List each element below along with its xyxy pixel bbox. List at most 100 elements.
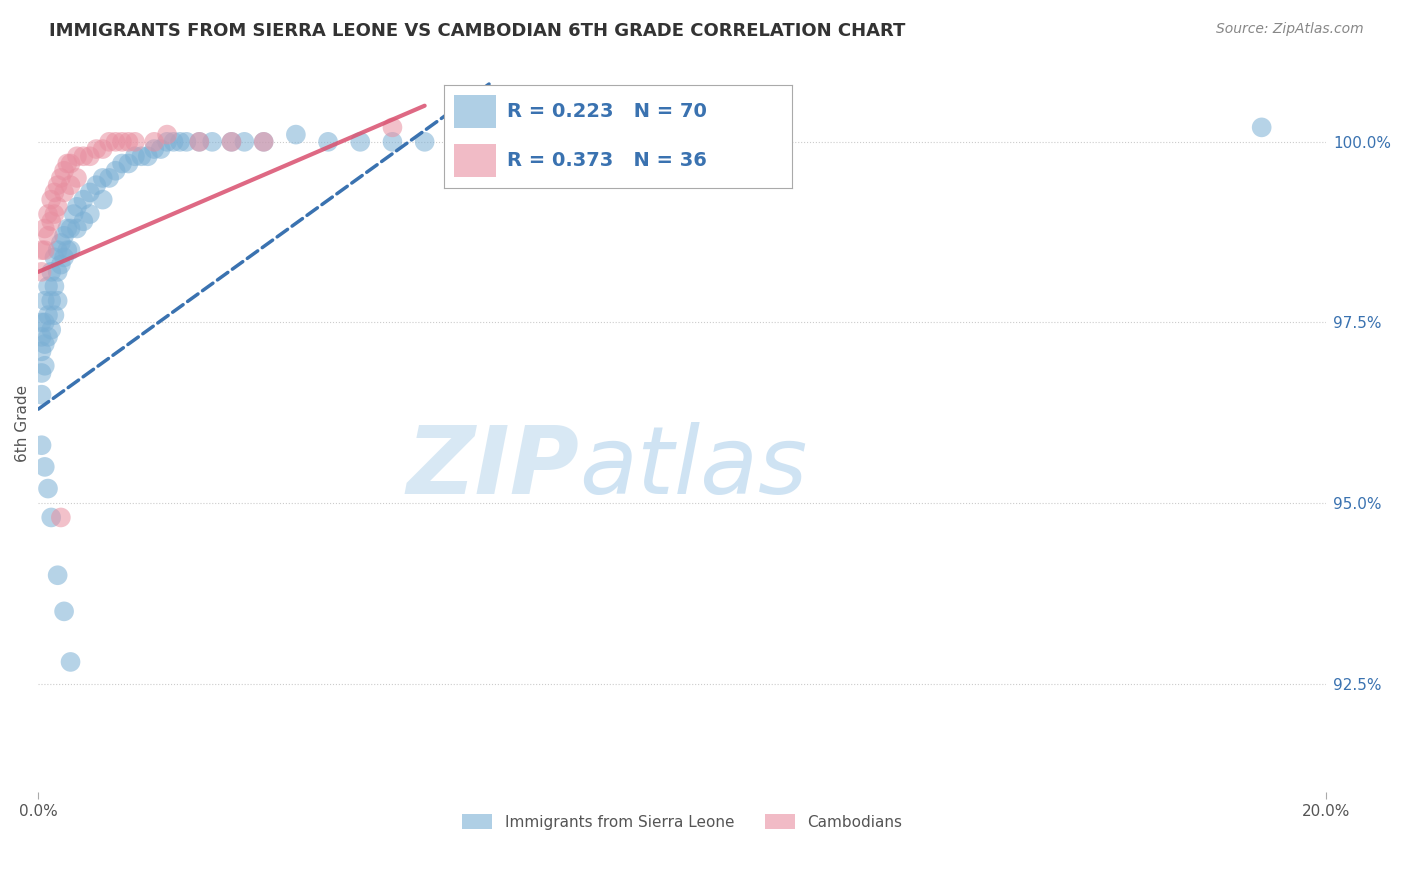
Point (156, 128, 179, 142)
Point (44, 251, 66, 265)
Point (381, 120, 404, 135)
Point (111, 135, 134, 149)
Point (46, 200, 69, 214)
Point (156, 135, 179, 149)
Point (169, 135, 191, 149)
Point (104, 163, 127, 178)
Point (31, 438, 53, 452)
Point (59, 156, 82, 170)
Point (44, 186, 66, 200)
Text: IMMIGRANTS FROM SIERRA LEONE VS CAMBODIAN 6TH GRADE CORRELATION CHART: IMMIGRANTS FROM SIERRA LEONE VS CAMBODIA… (49, 22, 905, 40)
Point (349, 135, 371, 149)
Point (124, 135, 146, 149)
Point (72, 214, 94, 228)
Point (59, 655, 82, 669)
Point (221, 135, 243, 149)
Point (31, 344, 53, 359)
Point (31, 315, 53, 329)
Point (31, 366, 53, 380)
Point (91, 170, 114, 185)
Point (31, 330, 53, 344)
Point (49, 235, 72, 250)
Point (221, 135, 243, 149)
Point (37, 279, 59, 293)
Point (56, 243, 79, 257)
Point (53, 604, 76, 618)
Point (49, 510, 72, 524)
Point (39, 293, 62, 308)
Point (72, 193, 94, 207)
Point (46, 243, 69, 257)
Point (253, 135, 276, 149)
Point (72, 149, 94, 163)
Legend: Immigrants from Sierra Leone, Cambodians: Immigrants from Sierra Leone, Cambodians (456, 807, 908, 836)
Point (37, 482, 59, 496)
Point (124, 149, 146, 163)
Point (34, 337, 56, 351)
Point (316, 135, 339, 149)
Point (253, 135, 276, 149)
Point (39, 510, 62, 524)
Point (201, 135, 224, 149)
Point (79, 186, 101, 200)
Point (1250, 120, 1272, 135)
Point (34, 243, 56, 257)
Point (46, 265, 69, 279)
Point (37, 308, 59, 322)
Point (39, 193, 62, 207)
Y-axis label: 6th Grade: 6th Grade (15, 385, 30, 462)
Point (39, 323, 62, 337)
Point (34, 359, 56, 373)
Point (34, 459, 56, 474)
Point (84, 142, 107, 156)
Point (31, 243, 53, 257)
Point (49, 258, 72, 272)
Point (56, 156, 79, 170)
Point (31, 387, 53, 401)
Point (149, 142, 172, 156)
Point (53, 186, 76, 200)
Point (34, 293, 56, 308)
Point (79, 149, 101, 163)
Point (53, 251, 76, 265)
Point (381, 135, 404, 149)
Point (44, 207, 66, 221)
Point (59, 178, 82, 193)
Point (66, 170, 89, 185)
Point (84, 178, 107, 193)
Text: ZIP: ZIP (406, 422, 579, 514)
Point (91, 193, 114, 207)
Point (46, 568, 69, 582)
Point (66, 200, 89, 214)
Point (117, 156, 139, 170)
Point (49, 170, 72, 185)
Point (59, 243, 82, 257)
Point (143, 135, 166, 149)
Point (44, 308, 66, 322)
Point (162, 135, 184, 149)
Point (111, 156, 134, 170)
Point (188, 135, 211, 149)
Point (176, 135, 198, 149)
Point (31, 265, 53, 279)
Point (66, 221, 89, 235)
Point (44, 279, 66, 293)
Text: atlas: atlas (579, 422, 807, 513)
Point (59, 221, 82, 235)
Point (62, 207, 84, 221)
Point (79, 207, 101, 221)
Point (117, 135, 139, 149)
Point (37, 228, 59, 243)
Point (188, 135, 211, 149)
Point (91, 142, 114, 156)
Point (233, 135, 256, 149)
Point (34, 315, 56, 329)
Point (136, 149, 159, 163)
Point (413, 135, 436, 149)
Point (37, 330, 59, 344)
Point (39, 265, 62, 279)
Point (39, 214, 62, 228)
Point (56, 221, 79, 235)
Point (53, 163, 76, 178)
Point (34, 221, 56, 235)
